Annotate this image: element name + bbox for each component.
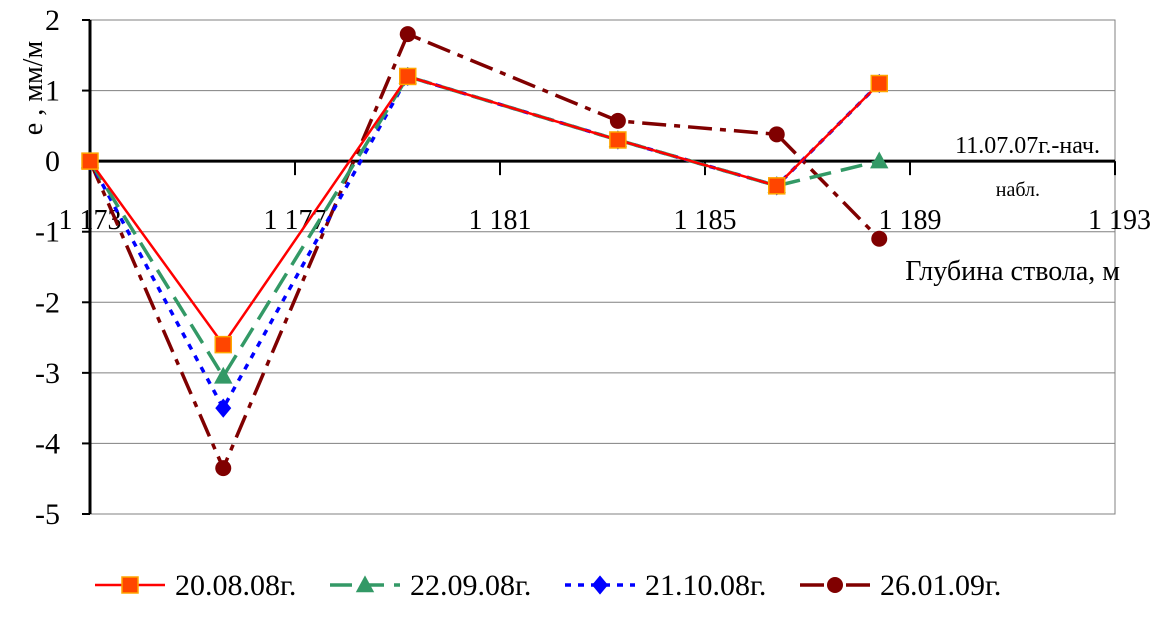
legend-item-1: 20.08.08г. [95, 569, 296, 602]
legend-label: 26.01.09г. [880, 569, 1001, 602]
series-3 [82, 66, 888, 418]
marker-square [399, 67, 417, 86]
y-tick-label: -2 [35, 286, 60, 319]
marker-diamond [592, 575, 608, 595]
series-group [80, 26, 889, 477]
series-line [88, 75, 881, 347]
marker-circle [827, 577, 843, 593]
y-axis-title: e , мм/м [18, 41, 49, 136]
legend-item-3: 21.10.08г. [565, 569, 766, 602]
y-tick-label: 2 [45, 4, 60, 37]
marker-square [609, 131, 627, 149]
marker-circle [215, 460, 232, 477]
annotation-line-1: 11.07.07г.-нач. [955, 133, 1100, 159]
x-tick-label: 1 185 [674, 205, 737, 236]
marker-triangle [355, 575, 375, 593]
y-tick-label: 1 [45, 75, 60, 108]
y-tick-label: -5 [35, 498, 60, 531]
marker-circle [871, 230, 888, 247]
grid [89, 19, 1116, 515]
legend: 20.08.08г. 22.09.08г. 21.10.08г. 26.01.09г. [95, 569, 1001, 602]
series-line [88, 31, 881, 473]
marker-square [121, 576, 139, 594]
x-tick-label: 1 181 [469, 205, 532, 236]
x-axis-title: Глубина ствола, м [905, 256, 1120, 287]
marker-square [214, 335, 232, 354]
y-tick-label: -1 [35, 216, 60, 249]
marker-square [870, 74, 888, 93]
axes: 210-1-2-3-4-51 173 1 177 1 181 1 185 1 189 1 … [35, 4, 1151, 531]
series-4 [82, 26, 888, 477]
legend-item-4: 26.01.09г. [800, 569, 1001, 602]
x-tick-label: 1 193 [1088, 205, 1151, 236]
series-line [88, 74, 881, 412]
marker-circle [399, 26, 416, 43]
marker-circle [609, 112, 626, 129]
marker-square [81, 152, 99, 170]
text-group: e , мм/м Глубина ствола, м 11.07.07г.-на… [18, 41, 1120, 287]
marker-diamond [215, 398, 232, 418]
series-1 [81, 67, 888, 354]
annotation-line-2: набл. [996, 179, 1040, 201]
marker-circle [768, 126, 785, 143]
y-tick-label: -3 [35, 357, 60, 390]
legend-label: 22.09.08г. [410, 569, 531, 602]
legend-item-2: 22.09.08г. [330, 569, 531, 602]
x-tick-label: 1 189 [879, 205, 942, 236]
marker-square [768, 177, 786, 195]
legend-label: 20.08.08г. [175, 569, 296, 602]
legend-label: 21.10.08г. [645, 569, 766, 602]
y-tick-label: -4 [35, 427, 60, 460]
marker-triangle [870, 151, 889, 169]
marker-triangle [214, 366, 233, 384]
y-tick-label: 0 [45, 145, 60, 178]
